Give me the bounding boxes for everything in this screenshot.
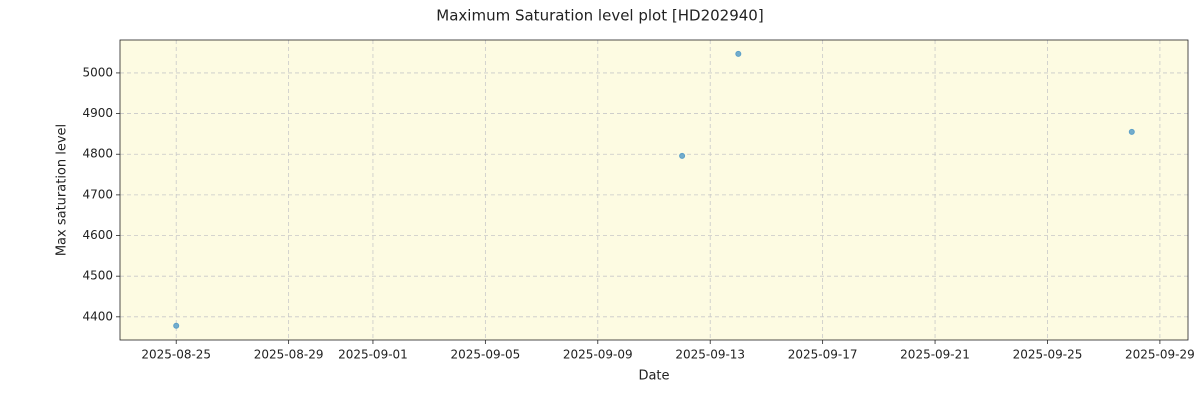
y-tick-label: 4800	[82, 147, 113, 161]
plot-frame	[119, 39, 1189, 341]
x-tick-label: 2025-08-29	[254, 348, 324, 362]
x-tick-label: 2025-08-25	[141, 348, 211, 362]
x-tick-label: 2025-09-21	[900, 348, 970, 362]
x-tick-label: 2025-09-09	[563, 348, 633, 362]
point	[173, 322, 180, 329]
x-axis-label: Date	[638, 369, 669, 384]
y-axis-label: Max saturation level	[55, 124, 70, 256]
y-tick-label: 5000	[82, 65, 113, 79]
x-tick-label: 2025-09-13	[675, 348, 745, 362]
y-tick-label: 4400	[82, 309, 113, 323]
chart-title: Maximum Saturation level plot [HD202940]	[436, 7, 763, 25]
y-tick-label: 4500	[82, 269, 113, 283]
y-tick-label: 4900	[82, 106, 113, 120]
y-tick-label: 4600	[82, 228, 113, 242]
x-tick-label: 2025-09-01	[338, 348, 408, 362]
x-tick-label: 2025-09-29	[1125, 348, 1195, 362]
point	[1128, 128, 1135, 135]
x-tick-label: 2025-09-05	[450, 348, 520, 362]
point	[735, 50, 742, 57]
point	[679, 152, 686, 159]
x-tick-label: 2025-09-25	[1013, 348, 1083, 362]
plot-area	[120, 40, 1188, 340]
x-tick-label: 2025-09-17	[788, 348, 858, 362]
y-tick-label: 4700	[82, 187, 113, 201]
